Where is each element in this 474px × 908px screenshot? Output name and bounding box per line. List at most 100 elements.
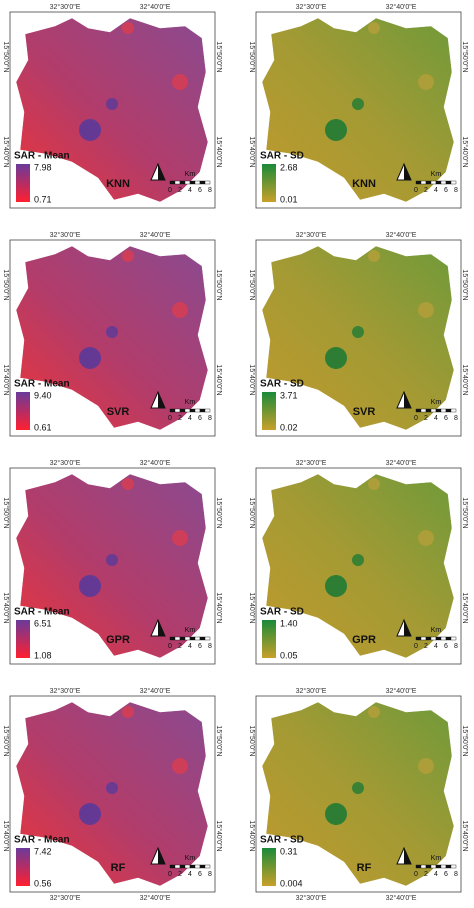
map-panel: 32°30'0"E 32°40'0"E 15°50'0"N 15°50'0"N 15°4… [248,231,469,437]
hotspot [368,478,380,490]
latitude-label: 15°40'0"N [215,592,223,623]
hotspot [418,530,434,546]
scale-tick: 4 [188,871,192,878]
hotspot [172,530,188,546]
legend-min: 0.61 [34,422,52,432]
scale-segment [189,180,196,185]
north-arrow [158,848,165,864]
scale-segment [179,864,186,869]
scale-unit: Km [185,627,196,634]
longitude-label: 32°30'0"E [296,459,327,467]
legend-title: SAR - SD [260,151,304,162]
scale-segment [425,408,432,413]
hotspot [106,782,118,794]
longitude-label: 32°40'0"E [140,459,171,467]
scale-segment [174,180,181,185]
legend-title: SAR - Mean [14,151,70,162]
hotspot [352,782,364,794]
hotspot [122,22,134,34]
north-arrow [158,620,165,636]
scale-unit: Km [431,399,442,406]
legend-min: 0.56 [34,878,52,888]
scale-segment [194,408,201,413]
map-panel: 32°30'0"E 32°40'0"E 15°50'0"N 15°50'0"N 15°4… [2,231,223,437]
legend-title: SAR - SD [260,607,304,618]
scale-segment [184,864,191,869]
north-arrow [158,392,165,408]
latitude-label: 15°40'0"N [248,820,256,851]
hotspot [418,302,434,318]
scale-tick: 8 [454,643,458,650]
latitude-label: 15°40'0"N [461,820,469,851]
hotspot [418,758,434,774]
legend-max: 7.98 [34,162,52,172]
scale-segment [174,408,181,413]
latitude-label: 15°50'0"N [248,269,256,300]
map-panel: 32°30'0"E 32°40'0"E 15°50'0"N 15°50'0"N 15°4… [2,3,223,209]
model-name: RF [357,862,372,874]
scale-tick: 0 [414,187,418,194]
model-name: GPR [352,634,376,646]
scale-segment [430,864,437,869]
hotspot [352,554,364,566]
scale-tick: 6 [444,643,448,650]
map-panel: 32°30'0"E 32°40'0"E 15°50'0"N 15°50'0"N 15°4… [248,459,469,665]
north-arrow [158,164,165,180]
scale-tick: 6 [444,415,448,422]
scale-segment [169,864,176,869]
latitude-label: 15°50'0"N [461,725,469,756]
scale-unit: Km [185,855,196,862]
scale-segment [199,636,206,641]
scale-tick: 8 [208,415,212,422]
latitude-label: 15°40'0"N [2,592,10,623]
scale-segment [179,180,186,185]
longitude-label: 32°40'0"E [140,3,171,11]
scale-segment [445,180,452,185]
scale-segment [435,864,442,869]
scale-segment [440,180,447,185]
scale-segment [169,180,176,185]
legend-min: 0.004 [280,878,303,888]
scale-segment [440,864,447,869]
scale-segment [440,408,447,413]
legend-min: 0.05 [280,650,298,660]
legend-max: 2.68 [280,162,298,172]
hotspot [325,803,347,825]
longitude-label: 32°30'0"E [50,3,81,11]
scale-unit: Km [185,399,196,406]
scale-tick: 8 [208,643,212,650]
scale-segment [204,864,211,869]
legend-title: SAR - SD [260,835,304,846]
latitude-label: 15°40'0"N [461,136,469,167]
legend-max: 3.71 [280,390,298,400]
hotspot [106,326,118,338]
legend-bar [16,392,30,430]
model-name: SVR [353,406,376,418]
scale-segment [204,636,211,641]
hotspot [106,554,118,566]
scale-segment [184,180,191,185]
legend-title: SAR - Mean [14,607,70,618]
scale-tick: 8 [454,187,458,194]
latitude-label: 15°40'0"N [215,136,223,167]
scale-segment [425,180,432,185]
scale-tick: 0 [168,187,172,194]
scale-tick: 2 [178,871,182,878]
scale-tick: 2 [424,871,428,878]
longitude-label: 32°40'0"E [140,894,171,902]
scale-segment [445,636,452,641]
hotspot [325,119,347,141]
scale-segment [430,408,437,413]
latitude-label: 15°40'0"N [2,136,10,167]
scale-tick: 6 [198,643,202,650]
scale-segment [189,864,196,869]
latitude-label: 15°50'0"N [215,269,223,300]
north-arrow [404,620,411,636]
hotspot [122,250,134,262]
scale-tick: 4 [434,871,438,878]
scale-segment [199,864,206,869]
scale-tick: 2 [178,643,182,650]
scale-segment [435,408,442,413]
legend-title: SAR - Mean [14,379,70,390]
legend-max: 9.40 [34,390,52,400]
